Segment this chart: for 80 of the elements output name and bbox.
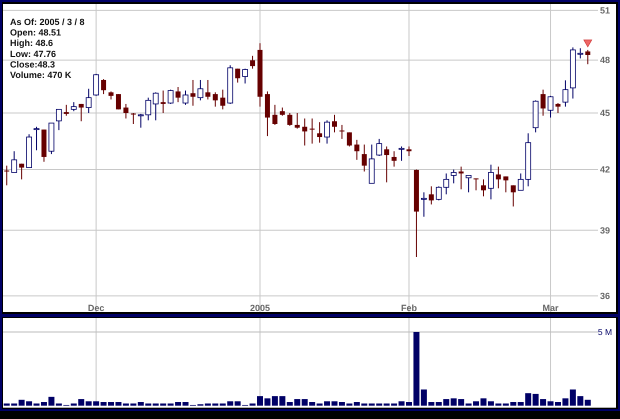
candlestick xyxy=(272,104,278,126)
y-tick-label: 48 xyxy=(600,55,610,66)
x-tick-label: Mar xyxy=(542,303,560,313)
candlestick xyxy=(176,86,181,103)
y-tick-label: 36 xyxy=(600,290,610,301)
candlestick xyxy=(123,103,128,119)
annotation: Close:48.3 xyxy=(10,59,56,70)
candlestick xyxy=(86,88,92,114)
candlestick xyxy=(11,150,18,173)
annotation: Open: 48.51 xyxy=(10,28,62,38)
x-tick-label: Feb xyxy=(400,303,418,313)
candlestick xyxy=(145,97,152,121)
candlestick xyxy=(317,122,322,144)
annotation: High: 48.6 xyxy=(10,38,54,48)
ref-line-label: 5 M xyxy=(598,327,612,337)
candlestick xyxy=(339,124,344,140)
candlestick xyxy=(19,163,24,180)
y-tick-label: 51 xyxy=(600,5,610,16)
candlestick xyxy=(496,166,501,189)
annotation: As Of: 2005 / 3 / 8 xyxy=(10,17,85,27)
candlestick xyxy=(93,73,100,96)
candlestick xyxy=(78,103,84,122)
candlestick xyxy=(585,49,590,65)
candlestick xyxy=(250,55,256,70)
candlestick xyxy=(116,94,121,110)
candlestick xyxy=(160,90,166,114)
candlestick xyxy=(242,68,248,84)
candlestick xyxy=(332,114,337,133)
candlestick xyxy=(168,89,174,104)
candlestick xyxy=(4,165,10,186)
candlestick xyxy=(458,166,464,190)
candlestick xyxy=(190,79,196,106)
candlestick xyxy=(34,126,40,151)
candlestick xyxy=(376,138,382,156)
candlestick xyxy=(488,164,494,200)
candlestick xyxy=(503,176,508,193)
candlestick xyxy=(443,172,450,195)
candlestick xyxy=(205,79,210,100)
candlestick xyxy=(235,68,240,84)
candlestick xyxy=(466,174,472,193)
y-tick-label: 42 xyxy=(600,164,610,175)
candlestick xyxy=(152,92,159,121)
candlestick xyxy=(392,150,397,168)
candlestick xyxy=(56,108,62,131)
candlestick xyxy=(324,120,330,144)
y-tick-label: 39 xyxy=(600,225,610,236)
candlestick xyxy=(346,132,352,147)
candlestick xyxy=(264,90,270,137)
annotation: Low: 47.76 xyxy=(10,48,56,59)
candlestick xyxy=(474,178,479,191)
y-tick-label: 45 xyxy=(600,108,610,118)
candlestick xyxy=(436,186,442,201)
candlestick xyxy=(555,102,560,114)
candlestick xyxy=(384,146,390,183)
candlestick xyxy=(480,178,486,197)
candlestick xyxy=(362,144,367,172)
candlestick xyxy=(182,90,188,106)
candlestick xyxy=(198,79,204,101)
candlestick xyxy=(420,192,427,218)
candlestick xyxy=(64,104,69,116)
candlestick xyxy=(212,92,218,108)
candlestick xyxy=(450,169,457,184)
x-tick-label: 2005 xyxy=(250,303,270,313)
candlestick xyxy=(562,80,568,108)
candlestick xyxy=(220,89,226,110)
candlestick xyxy=(548,95,554,118)
candlestick xyxy=(287,112,292,126)
candlestick xyxy=(130,112,136,124)
candlestick xyxy=(310,118,315,144)
candlestick xyxy=(101,78,106,95)
candlestick xyxy=(518,172,524,191)
candlestick xyxy=(70,102,77,112)
annotation: Volume: 470 K xyxy=(10,70,72,80)
x-tick-label: Dec xyxy=(88,303,104,313)
candlestick xyxy=(354,139,360,160)
candlestick xyxy=(398,146,404,162)
candlestick xyxy=(428,186,434,205)
candlestick xyxy=(540,89,546,116)
candlestick xyxy=(510,184,516,207)
candlestick xyxy=(302,118,308,146)
